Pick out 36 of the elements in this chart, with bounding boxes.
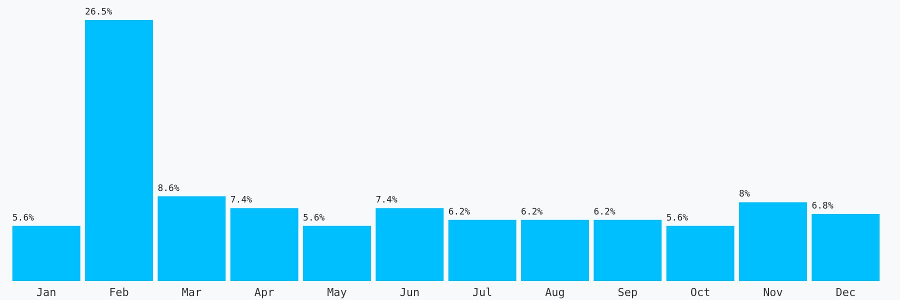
bar [448, 220, 516, 281]
data-label: 6.2% [448, 207, 471, 218]
data-label: 7.4% [376, 196, 398, 206]
data-label: 7.4% [230, 196, 253, 206]
x-tick-label: Feb [109, 286, 129, 299]
data-label: 6.8% [812, 202, 834, 212]
bar [812, 214, 880, 281]
x-tick-label: Aug [545, 286, 565, 299]
bar [158, 196, 226, 281]
x-tick-label: Oct [690, 286, 710, 299]
data-label: 5.6% [12, 213, 35, 224]
x-tick-label: Mar [182, 286, 202, 299]
data-label: 8.6% [158, 184, 180, 194]
x-tick-label: Sep [618, 286, 638, 299]
x-tick-label: Dec [836, 286, 856, 299]
x-tick-label: Nov [763, 286, 784, 299]
data-label: 5.6% [303, 213, 326, 224]
data-label: 5.6% [666, 213, 689, 224]
bar [739, 202, 807, 281]
x-tick-label: Jul [472, 286, 492, 299]
data-label: 6.2% [521, 207, 544, 218]
bar [594, 220, 662, 281]
x-tick-label: Jan [36, 286, 56, 299]
x-tick-label: Apr [254, 286, 275, 299]
bar [376, 208, 444, 281]
bar [303, 226, 371, 281]
bar [85, 20, 153, 281]
x-tick-label: Jun [400, 286, 420, 299]
data-label: 6.2% [594, 207, 616, 218]
bar [521, 220, 589, 281]
x-tick-label: May [327, 286, 348, 299]
bar [12, 226, 80, 281]
bar [230, 208, 298, 281]
bar [666, 226, 734, 281]
data-label: 8% [739, 190, 750, 200]
data-label: 26.5% [85, 8, 113, 18]
